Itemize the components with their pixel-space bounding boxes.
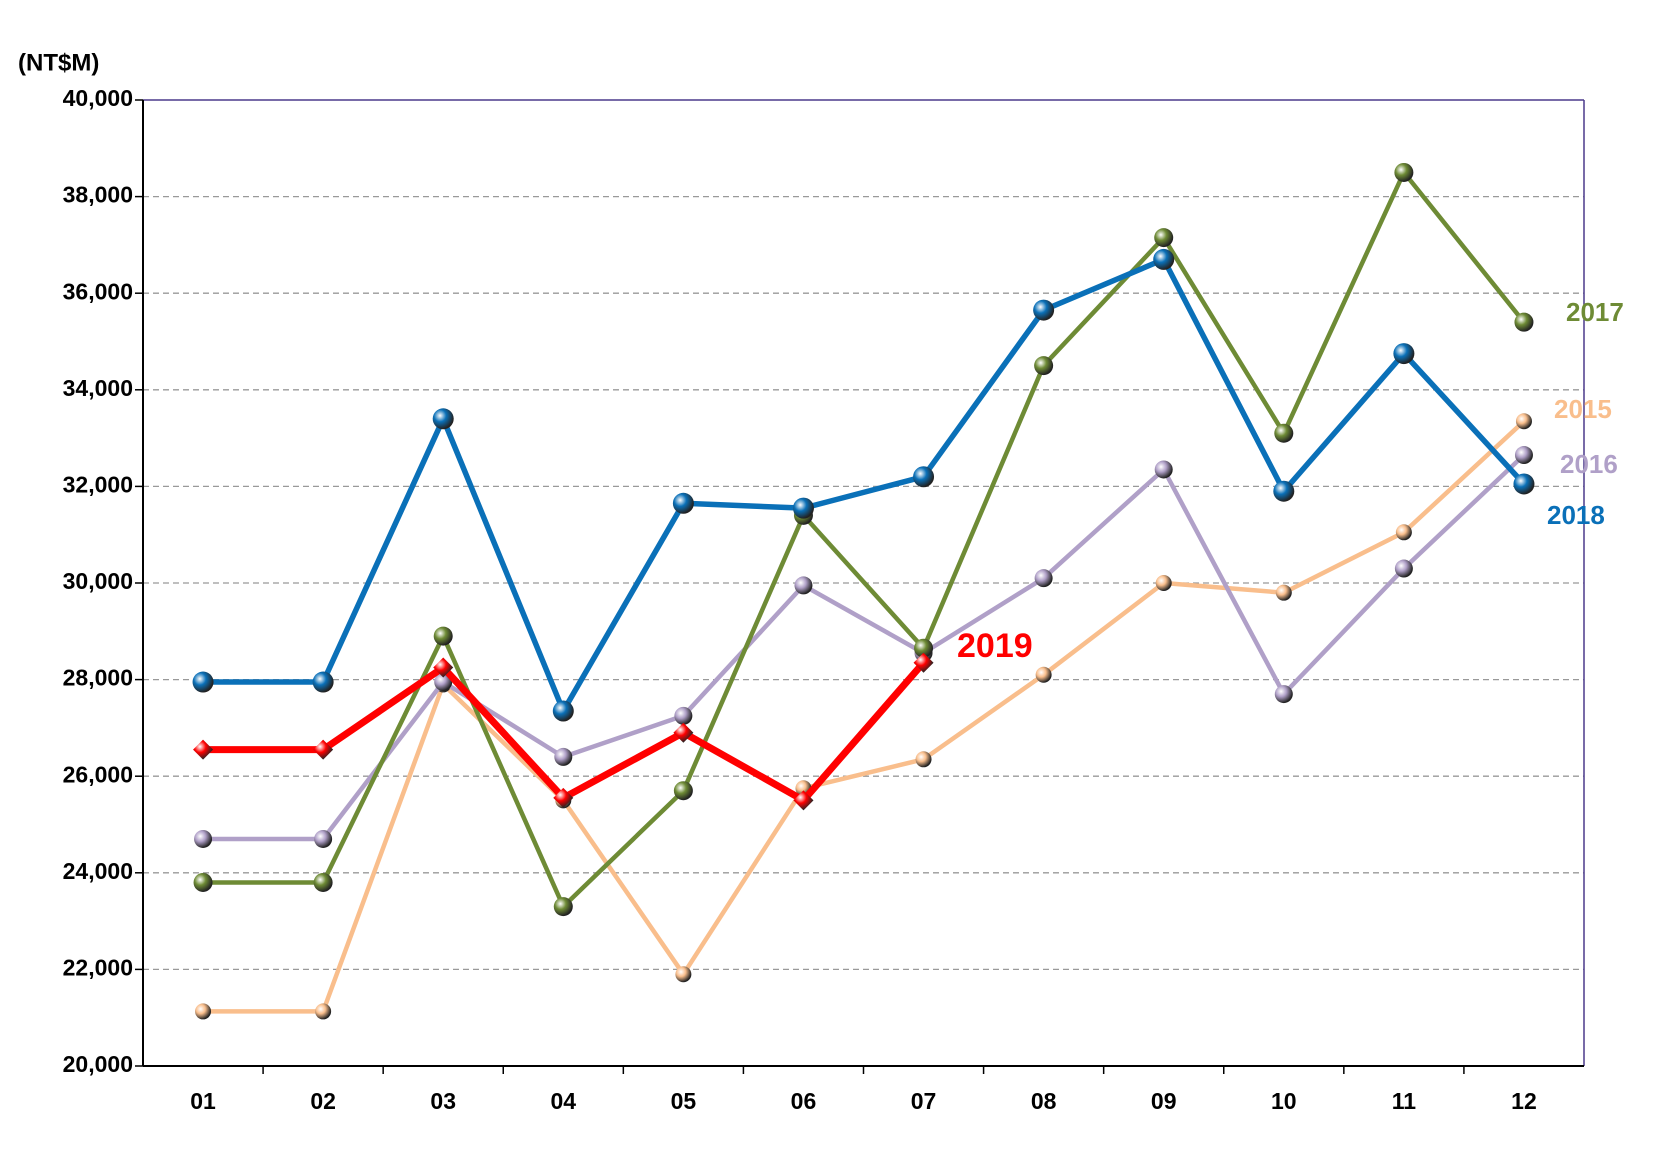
data-point <box>194 829 213 848</box>
data-point <box>315 1003 332 1020</box>
data-point <box>553 897 573 917</box>
y-axis-unit: (NT$M) <box>18 49 99 76</box>
series-label: 2017 <box>1566 297 1624 327</box>
data-point <box>1154 228 1174 248</box>
data-point <box>1034 569 1053 588</box>
y-tick-label: 20,000 <box>63 1051 133 1077</box>
data-point <box>675 966 692 983</box>
data-point <box>914 638 934 658</box>
data-point <box>673 722 694 743</box>
data-point <box>1155 575 1172 591</box>
y-tick-label: 36,000 <box>63 278 133 304</box>
data-point <box>193 872 213 892</box>
x-tick-label: 01 <box>190 1088 216 1114</box>
data-point <box>433 626 453 646</box>
series-line <box>203 453 1526 842</box>
data-point <box>552 700 574 722</box>
data-point <box>554 747 573 766</box>
data-point <box>313 739 334 760</box>
x-tick-label: 10 <box>1271 1088 1297 1114</box>
y-tick-label: 40,000 <box>63 85 133 111</box>
data-point <box>1154 460 1173 479</box>
x-tick-label: 08 <box>1031 1088 1057 1114</box>
y-tick-label: 26,000 <box>63 761 133 787</box>
y-tick-label: 34,000 <box>63 375 133 401</box>
data-point <box>792 497 814 519</box>
data-point <box>432 408 454 430</box>
data-point <box>793 790 814 811</box>
series-label: 2015 <box>1554 394 1612 424</box>
series-label: 2019 <box>957 627 1033 665</box>
data-point <box>1275 584 1292 601</box>
data-point <box>193 739 214 760</box>
data-point <box>1514 446 1533 465</box>
y-tick-label: 38,000 <box>63 182 133 208</box>
data-point <box>1513 473 1535 495</box>
y-tick-label: 24,000 <box>63 858 133 884</box>
data-point <box>1394 162 1414 182</box>
data-point <box>673 781 693 801</box>
data-point <box>314 829 333 848</box>
x-tick-label: 02 <box>310 1088 336 1114</box>
data-point <box>913 652 934 673</box>
data-point <box>433 657 454 678</box>
x-tick-label: 03 <box>430 1088 456 1114</box>
data-point <box>1034 356 1054 376</box>
series-line <box>203 256 1527 714</box>
x-tick-label: 05 <box>671 1088 697 1114</box>
data-point <box>1273 480 1295 502</box>
y-tick-label: 28,000 <box>63 665 133 691</box>
x-tick-label: 12 <box>1511 1088 1537 1114</box>
data-point <box>672 492 694 514</box>
data-point <box>1274 423 1294 443</box>
data-point <box>794 576 813 595</box>
x-tick-label: 06 <box>791 1088 817 1114</box>
x-tick-label: 07 <box>911 1088 937 1114</box>
x-tick-label: 04 <box>550 1088 576 1114</box>
data-point <box>1274 685 1293 704</box>
data-point <box>192 671 214 693</box>
data-point <box>913 466 935 488</box>
y-tick-label: 30,000 <box>63 568 133 594</box>
data-point <box>1035 666 1052 683</box>
data-point <box>1395 524 1412 541</box>
data-point <box>312 671 334 693</box>
x-tick-label: 09 <box>1151 1088 1177 1114</box>
data-point <box>1394 559 1413 578</box>
data-point <box>195 1003 212 1020</box>
data-point <box>1514 312 1534 332</box>
y-tick-label: 32,000 <box>63 471 133 497</box>
data-point <box>1515 413 1532 430</box>
data-point <box>313 872 333 892</box>
data-point <box>674 706 693 725</box>
data-point <box>1033 299 1055 321</box>
x-tick-label: 11 <box>1392 1088 1417 1114</box>
y-tick-label: 22,000 <box>63 954 133 980</box>
data-point <box>1153 248 1175 270</box>
series-label: 2016 <box>1560 449 1618 479</box>
data-point <box>915 751 932 768</box>
series-label: 2018 <box>1547 500 1605 530</box>
data-point <box>1393 343 1415 365</box>
series-line <box>203 419 1526 1014</box>
data-point <box>553 787 574 808</box>
